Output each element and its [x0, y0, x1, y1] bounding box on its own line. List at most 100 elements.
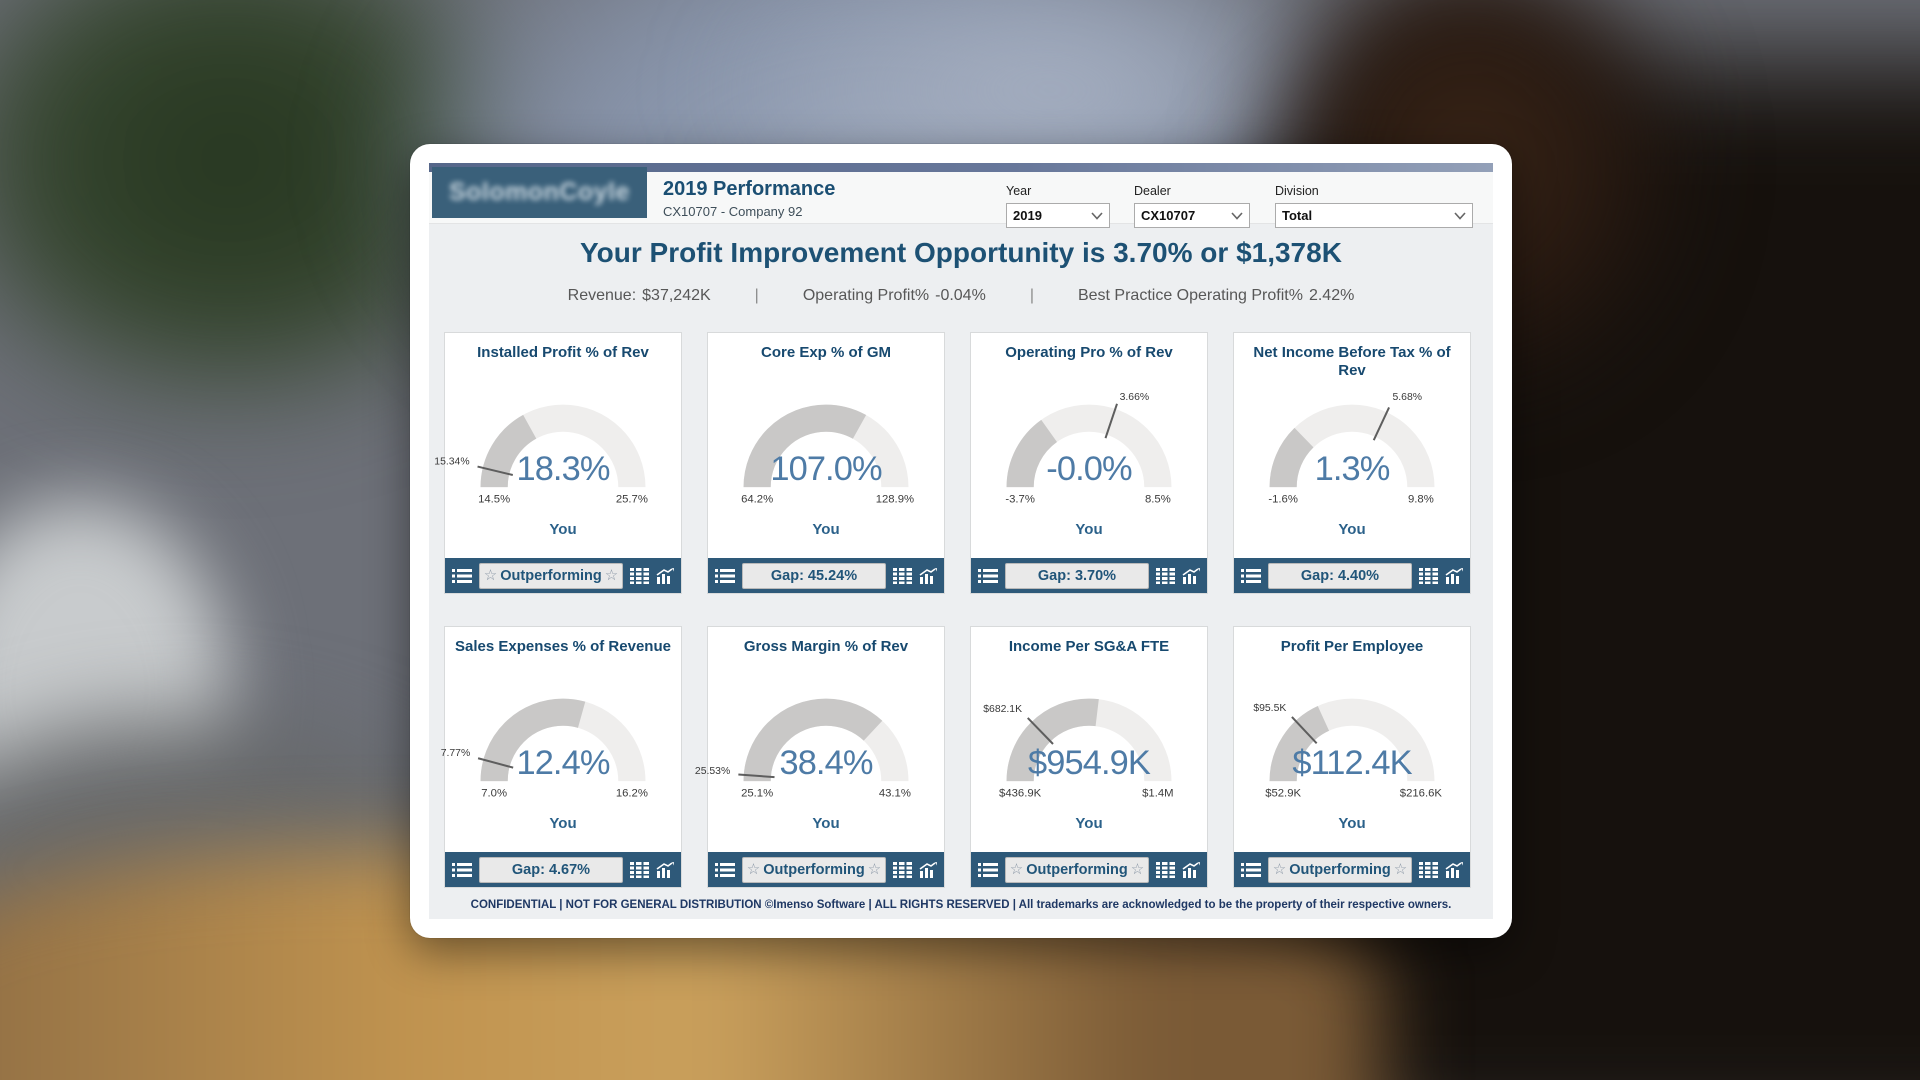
metric-separator: |: [754, 287, 759, 304]
status-label: Gap: 3.70%: [1037, 567, 1117, 584]
bar-chart-icon[interactable]: [656, 861, 674, 878]
series-label: You: [812, 815, 840, 832]
list-icon[interactable]: [715, 862, 735, 878]
svg-text:$216.6K: $216.6K: [1400, 787, 1443, 799]
card-title: Sales Expenses % of Revenue: [455, 638, 671, 655]
bar-chart-icon[interactable]: [1182, 567, 1200, 584]
bar-chart-icon[interactable]: [1445, 567, 1463, 584]
status-label: Outperforming: [1289, 861, 1391, 878]
svg-text:128.9%: 128.9%: [876, 493, 914, 505]
svg-text:107.0%: 107.0%: [770, 450, 882, 488]
gauge-chart: 7.77% 7.0% 16.2% 12.4%: [441, 685, 681, 803]
svg-text:$95.5K: $95.5K: [1253, 703, 1286, 714]
card-footer: ☆ Outperforming ☆: [445, 558, 681, 593]
company-logo: SolomonCoyle: [432, 167, 647, 218]
top-accent-strip: [429, 163, 1493, 172]
svg-text:15.34%: 15.34%: [434, 457, 469, 468]
list-icon[interactable]: [715, 568, 735, 584]
series-label: You: [1338, 815, 1366, 832]
chevron-down-icon: [1091, 211, 1103, 220]
card-footer: ☆ Gap: 3.70% ☆: [971, 558, 1207, 593]
table-icon[interactable]: [1156, 861, 1175, 878]
gauge-card: Installed Profit % of Rev 15.34% 14.5% 25.…: [434, 332, 682, 594]
dealer-filter-dropdown[interactable]: CX10707: [1134, 203, 1250, 228]
cards-grid: Installed Profit % of Rev 15.34% 14.5% 25.…: [434, 332, 1471, 888]
year-filter-label: Year: [1006, 184, 1032, 198]
bar-chart-icon[interactable]: [656, 567, 674, 584]
table-icon[interactable]: [893, 567, 912, 584]
svg-text:25.7%: 25.7%: [616, 493, 648, 505]
year-filter-value: 2019: [1013, 208, 1042, 223]
table-icon[interactable]: [1419, 861, 1438, 878]
confidential-disclaimer: CONFIDENTIAL | NOT FOR GENERAL DISTRIBUT…: [470, 899, 1452, 911]
gauge-chart: 25.53% 25.1% 43.1% 38.4%: [695, 685, 944, 803]
card-footer: ☆ Outperforming ☆: [1234, 852, 1470, 887]
list-icon[interactable]: [452, 568, 472, 584]
table-icon[interactable]: [630, 861, 649, 878]
bar-chart-icon[interactable]: [919, 861, 937, 878]
table-icon[interactable]: [893, 861, 912, 878]
status-button[interactable]: ☆ Gap: 4.40% ☆: [1268, 562, 1412, 589]
table-icon[interactable]: [630, 567, 649, 584]
metric-separator: |: [1029, 287, 1034, 304]
year-filter-dropdown[interactable]: 2019: [1006, 203, 1110, 228]
series-label: You: [1075, 521, 1103, 538]
dealer-filter-label: Dealer: [1134, 184, 1171, 198]
star-icon: ☆: [1272, 861, 1287, 878]
gauge-chart: $682.1K $436.9K $1.4M $954.9K: [971, 685, 1207, 803]
gauge-chart: 3.66% -3.7% 8.5% -0.0%: [971, 391, 1207, 509]
dealer-filter-value: CX10707: [1141, 208, 1196, 223]
svg-text:12.4%: 12.4%: [516, 744, 609, 782]
status-button[interactable]: ☆ Gap: 4.67% ☆: [479, 856, 623, 883]
bar-chart-icon[interactable]: [1445, 861, 1463, 878]
card-title: Gross Margin % of Rev: [743, 638, 909, 655]
summary-metrics: Revenue: $37,242K | Operating Profit% -0.0…: [429, 287, 1493, 305]
gauge-card: Sales Expenses % of Revenue 7.77% 7.0% 16.…: [441, 626, 682, 888]
list-icon[interactable]: [452, 862, 472, 878]
svg-text:5.68%: 5.68%: [1393, 392, 1423, 403]
card-title: Operating Pro % of Rev: [1005, 344, 1173, 361]
status-label: Gap: 4.67%: [511, 861, 591, 878]
dealer-filter: Dealer CX10707: [1134, 184, 1250, 228]
card-footer: ☆ Outperforming ☆: [708, 852, 944, 887]
status-button[interactable]: ☆ Outperforming ☆: [1268, 856, 1412, 883]
headline: Your Profit Improvement Opportunity is 3…: [580, 237, 1342, 268]
series-label: You: [549, 815, 577, 832]
status-button[interactable]: ☆ Outperforming ☆: [479, 562, 623, 589]
list-icon[interactable]: [978, 568, 998, 584]
svg-text:-0.0%: -0.0%: [1046, 450, 1132, 488]
svg-text:25.1%: 25.1%: [741, 787, 773, 799]
list-icon[interactable]: [1241, 568, 1261, 584]
status-label: Outperforming: [1026, 861, 1128, 878]
gauge-chart: $95.5K $52.9K $216.6K $112.4K: [1234, 685, 1470, 803]
status-label: Outperforming: [500, 567, 602, 584]
card-title: Income Per SG&A FTE: [1008, 638, 1170, 655]
list-icon[interactable]: [1241, 862, 1261, 878]
gauge-chart: 5.68% -1.6% 9.8% 1.3%: [1234, 391, 1470, 509]
list-icon[interactable]: [978, 862, 998, 878]
division-filter-dropdown[interactable]: Total: [1275, 203, 1473, 228]
svg-text:7.77%: 7.77%: [441, 748, 471, 759]
svg-text:$954.9K: $954.9K: [1028, 744, 1151, 782]
svg-text:$52.9K: $52.9K: [1265, 787, 1301, 799]
status-label: Outperforming: [763, 861, 865, 878]
svg-text:-3.7%: -3.7%: [1005, 493, 1035, 505]
status-button[interactable]: ☆ Gap: 3.70% ☆: [1005, 562, 1149, 589]
svg-text:$682.1K: $682.1K: [983, 704, 1022, 715]
status-button[interactable]: ☆ Gap: 45.24% ☆: [742, 562, 886, 589]
svg-text:25.53%: 25.53%: [695, 766, 730, 777]
status-button[interactable]: ☆ Outperforming ☆: [1005, 856, 1149, 883]
dashboard-content: SolomonCoyle 2019 Performance CX10707 - …: [429, 163, 1493, 919]
star-icon: ☆: [1393, 861, 1408, 878]
table-icon[interactable]: [1156, 567, 1175, 584]
chevron-down-icon: [1454, 211, 1466, 220]
report-subtitle: CX10707 - Company 92: [663, 204, 803, 219]
svg-text:8.5%: 8.5%: [1145, 493, 1171, 505]
svg-text:38.4%: 38.4%: [779, 744, 872, 782]
gauge-card: Core Exp % of GM 64.2% 128.9% 107.0% You ☆…: [707, 332, 945, 594]
bar-chart-icon[interactable]: [919, 567, 937, 584]
status-label: Gap: 45.24%: [770, 567, 858, 584]
table-icon[interactable]: [1419, 567, 1438, 584]
status-button[interactable]: ☆ Outperforming ☆: [742, 856, 886, 883]
bar-chart-icon[interactable]: [1182, 861, 1200, 878]
